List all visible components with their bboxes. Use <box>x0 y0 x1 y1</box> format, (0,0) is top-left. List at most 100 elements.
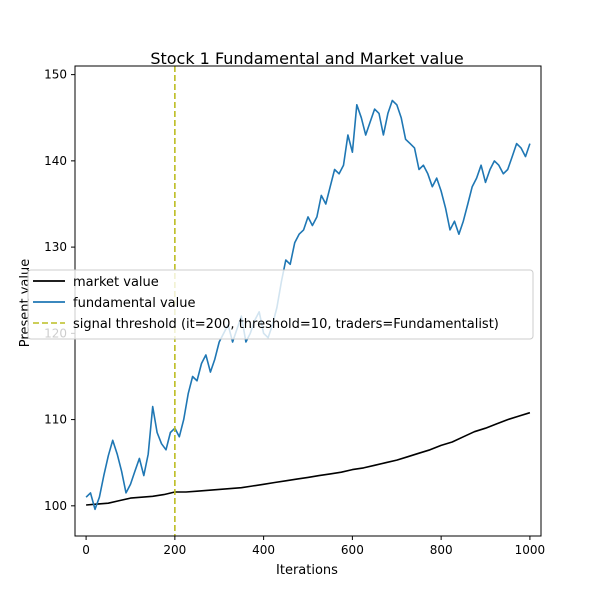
x-tick-label: 1000 <box>515 543 546 557</box>
x-tick-label: 400 <box>252 543 275 557</box>
data-point-market-value <box>307 477 309 479</box>
data-point-market-value <box>374 465 376 467</box>
data-point-fundamental-value <box>480 164 482 166</box>
chart-title: Stock 1 Fundamental and Market value <box>150 49 463 68</box>
data-point-fundamental-value <box>387 113 389 115</box>
data-point-market-value <box>518 415 520 417</box>
data-point-fundamental-value <box>121 471 123 473</box>
y-tick-label: 110 <box>44 413 67 427</box>
data-point-fundamental-value <box>383 134 385 136</box>
data-point-fundamental-value <box>516 143 518 145</box>
series-line-fundamental-value <box>85 99 531 511</box>
data-point-fundamental-value <box>329 186 331 188</box>
data-point-market-value <box>85 504 87 506</box>
data-point-fundamental-value <box>347 134 349 136</box>
data-point-fundamental-value <box>356 104 358 106</box>
data-point-fundamental-value <box>179 436 181 438</box>
data-point-fundamental-value <box>396 104 398 106</box>
data-point-market-value <box>341 471 343 473</box>
data-point-fundamental-value <box>321 195 323 197</box>
data-point-fundamental-value <box>196 380 198 382</box>
data-point-fundamental-value <box>343 164 345 166</box>
data-point-market-value <box>252 485 254 487</box>
data-point-fundamental-value <box>427 173 429 175</box>
data-point-market-value <box>163 494 165 496</box>
x-tick-label: 200 <box>163 543 186 557</box>
data-point-fundamental-value <box>125 492 127 494</box>
data-point-fundamental-value <box>156 432 158 434</box>
data-point-fundamental-value <box>471 186 473 188</box>
data-point-fundamental-value <box>152 406 154 408</box>
legend: market value fundamental value signal th… <box>27 269 534 340</box>
data-point-fundamental-value <box>423 164 425 166</box>
data-point-fundamental-value <box>116 453 118 455</box>
data-point-fundamental-value <box>489 169 491 171</box>
data-point-market-value <box>230 488 232 490</box>
data-point-fundamental-value <box>458 233 460 235</box>
data-point-market-value <box>440 445 442 447</box>
data-point-market-value <box>385 462 387 464</box>
data-point-market-value <box>130 497 132 499</box>
data-point-fundamental-value <box>232 341 234 343</box>
data-point-fundamental-value <box>312 225 314 227</box>
data-point-fundamental-value <box>414 147 416 149</box>
data-point-fundamental-value <box>529 143 531 145</box>
y-tick-label: 140 <box>44 154 67 168</box>
data-point-fundamental-value <box>352 151 354 153</box>
data-point-fundamental-value <box>374 108 376 110</box>
data-point-fundamental-value <box>165 449 167 451</box>
data-point-market-value <box>196 490 198 492</box>
data-point-fundamental-value <box>303 229 305 231</box>
data-point-fundamental-value <box>520 147 522 149</box>
data-point-fundamental-value <box>392 100 394 102</box>
data-point-fundamental-value <box>130 484 132 486</box>
data-point-fundamental-value <box>449 229 451 231</box>
data-point-fundamental-value <box>103 475 105 477</box>
data-point-market-value <box>396 459 398 461</box>
data-point-fundamental-value <box>108 455 110 457</box>
data-point-fundamental-value <box>400 117 402 119</box>
data-point-fundamental-value <box>201 363 203 365</box>
x-axis-label: Iterations <box>276 563 338 578</box>
data-point-fundamental-value <box>94 509 96 511</box>
data-point-market-value <box>429 449 431 451</box>
data-point-fundamental-value <box>298 233 300 235</box>
data-point-fundamental-value <box>139 458 141 460</box>
data-point-fundamental-value <box>325 203 327 205</box>
data-point-fundamental-value <box>440 190 442 192</box>
data-point-fundamental-value <box>112 440 114 442</box>
data-point-market-value <box>507 419 509 421</box>
data-point-market-value <box>152 496 154 498</box>
data-point-fundamental-value <box>187 393 189 395</box>
data-point-fundamental-value <box>210 371 212 373</box>
y-tick-label: 150 <box>44 68 67 82</box>
data-point-fundamental-value <box>361 117 363 119</box>
data-point-fundamental-value <box>85 496 87 498</box>
data-point-market-value <box>263 484 265 486</box>
data-point-fundamental-value <box>511 156 513 158</box>
data-point-market-value <box>241 487 243 489</box>
data-point-fundamental-value <box>405 139 407 141</box>
data-point-market-value <box>296 478 298 480</box>
data-point-fundamental-value <box>436 177 438 179</box>
data-point-market-value <box>352 469 354 471</box>
data-point-market-value <box>108 502 110 504</box>
data-point-fundamental-value <box>99 496 101 498</box>
data-point-fundamental-value <box>245 341 247 343</box>
data-point-market-value <box>329 473 331 475</box>
data-point-fundamental-value <box>525 156 527 158</box>
legend-label-market-value: market value <box>73 275 159 290</box>
data-point-fundamental-value <box>467 203 469 205</box>
data-point-fundamental-value <box>365 134 367 136</box>
data-point-fundamental-value <box>285 259 287 261</box>
data-point-fundamental-value <box>409 143 411 145</box>
data-point-fundamental-value <box>418 169 420 171</box>
data-point-market-value <box>496 423 498 425</box>
legend-label-fundamental-value: fundamental value <box>73 296 196 311</box>
legend-label-signal-threshold: signal threshold (it=200, threshold=10, … <box>73 317 499 332</box>
data-point-fundamental-value <box>378 113 380 115</box>
data-point-fundamental-value <box>498 164 500 166</box>
data-point-market-value <box>318 475 320 477</box>
data-point-fundamental-value <box>369 121 371 123</box>
data-point-market-value <box>141 496 143 498</box>
